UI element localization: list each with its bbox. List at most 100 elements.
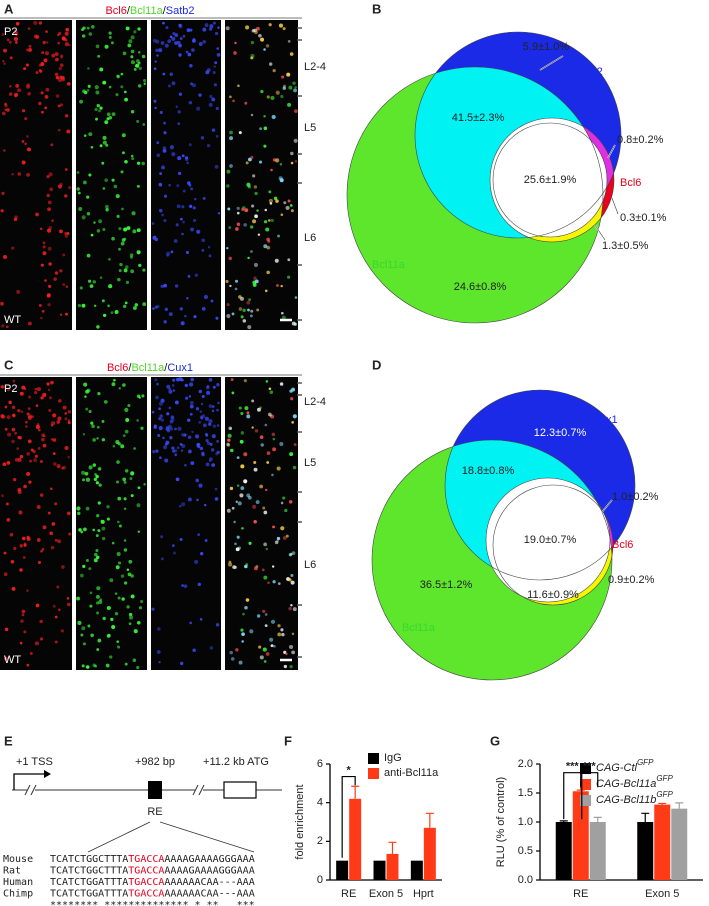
cell [83, 134, 87, 137]
set-label: Bcl11a [372, 259, 406, 271]
y-tick-label: 6 [317, 758, 323, 770]
cell [260, 89, 264, 94]
cell [77, 620, 82, 626]
cell [276, 536, 281, 541]
cell [193, 197, 197, 201]
cell [130, 60, 135, 65]
cell [11, 427, 16, 432]
cell [21, 109, 26, 113]
cell [214, 61, 218, 65]
legend-label: CAG-Bcl11aGFP [596, 774, 673, 790]
cell [87, 624, 91, 628]
cell [27, 321, 32, 326]
cell [123, 581, 128, 585]
cell [128, 39, 133, 44]
cell [33, 34, 39, 39]
cell [256, 26, 260, 31]
cell [188, 395, 192, 398]
cell [143, 78, 147, 83]
sequence-part: AAAAGAAAAGGGAAA [164, 854, 254, 865]
cell [231, 312, 235, 316]
cell [262, 647, 267, 652]
cell [171, 384, 175, 387]
cell [151, 222, 155, 225]
cell [263, 220, 268, 224]
region-label: 19.0±0.7% [524, 534, 577, 546]
cell [19, 544, 23, 548]
region-label: 1.3±0.5% [602, 240, 649, 252]
cell [202, 423, 207, 428]
cell [116, 74, 120, 79]
cell [49, 487, 53, 491]
cell [93, 558, 98, 563]
cell [242, 308, 246, 313]
bar [654, 804, 671, 880]
cell [177, 156, 182, 161]
age-label: P2 [4, 383, 17, 395]
cell [229, 650, 233, 655]
cell [47, 303, 51, 307]
cell [229, 130, 233, 135]
cell [31, 415, 34, 418]
cell [109, 578, 114, 583]
gene-label: +982 bp [135, 756, 175, 768]
cell [92, 663, 96, 667]
cell [227, 207, 231, 211]
cell [279, 163, 283, 166]
cell [202, 27, 207, 32]
cell [116, 640, 120, 643]
sequence: TCATCTGGCTTTATGACCAAAAAGAAAAGGGAAA [50, 866, 255, 877]
cell [111, 382, 116, 387]
cell [17, 408, 21, 413]
cell [94, 107, 98, 112]
cell [177, 122, 181, 125]
cell [249, 314, 253, 318]
cell [96, 425, 100, 429]
cell [136, 503, 141, 508]
cell [27, 92, 31, 96]
cell [37, 446, 41, 450]
cell [57, 104, 61, 108]
cell [232, 565, 237, 570]
cell [66, 232, 70, 236]
cell [138, 606, 143, 610]
cell [269, 637, 274, 642]
cell [259, 484, 264, 489]
cell [187, 181, 191, 185]
cell [37, 428, 41, 432]
cell [137, 27, 141, 31]
cell [159, 414, 163, 418]
panel-label: D [372, 357, 381, 372]
cell [1, 33, 5, 36]
cell [214, 487, 218, 491]
cell [265, 44, 270, 48]
cell [88, 132, 93, 137]
cell [241, 640, 244, 643]
cell [156, 54, 159, 57]
cell [199, 446, 204, 451]
cell [274, 540, 279, 545]
cell [228, 562, 233, 567]
cell [230, 448, 234, 453]
cell [172, 378, 176, 382]
cell [180, 378, 184, 382]
cell [13, 217, 18, 222]
cell [198, 93, 202, 97]
cell [206, 143, 211, 148]
cell [289, 452, 294, 457]
cell [80, 530, 84, 534]
cell [21, 609, 26, 614]
cell [45, 87, 50, 92]
cell [253, 185, 258, 189]
cell [201, 307, 206, 311]
cell [94, 473, 97, 476]
cell [244, 605, 248, 610]
cell [124, 265, 129, 269]
cell [2, 59, 5, 63]
gene-label: +11.2 kb ATG [203, 756, 269, 768]
cell [211, 128, 216, 132]
cell [50, 545, 55, 550]
cell [268, 198, 273, 203]
cell [189, 404, 194, 409]
cell [52, 413, 57, 418]
